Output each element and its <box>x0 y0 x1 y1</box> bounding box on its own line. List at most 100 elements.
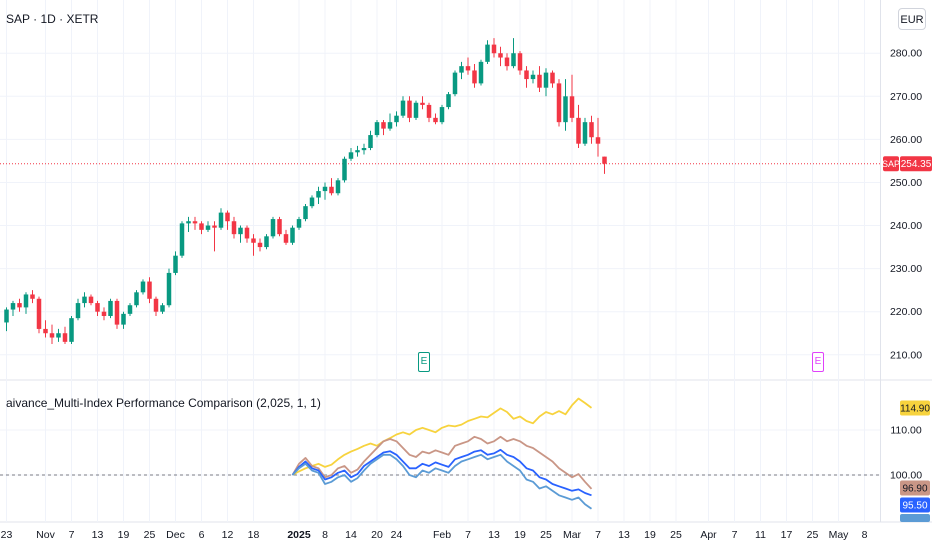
performance-lines[interactable] <box>291 397 593 510</box>
candle <box>153 296 159 316</box>
indicator-title[interactable]: aivance_Multi-Index Performance Comparis… <box>6 396 321 410</box>
candle <box>121 311 126 329</box>
candle-body <box>166 272 172 306</box>
candle-body <box>173 255 178 273</box>
candle <box>335 178 341 196</box>
candle-body <box>446 94 451 108</box>
candle <box>10 300 16 316</box>
candle <box>140 279 146 295</box>
candle-body <box>153 298 159 312</box>
candle-body <box>530 74 536 80</box>
candle-body <box>225 212 230 222</box>
candle-body <box>563 96 568 123</box>
candle-body <box>160 305 165 312</box>
indicator-value-label: 95.50 <box>902 501 927 512</box>
x-tick-label: 25 <box>144 529 156 541</box>
earnings-marker[interactable]: E <box>418 352 430 372</box>
candle-body <box>420 102 425 105</box>
candle <box>82 292 87 308</box>
candle <box>381 120 386 136</box>
candle <box>264 234 269 250</box>
x-tick-label: 13 <box>618 529 630 541</box>
candle <box>426 102 432 123</box>
candle-body <box>342 158 347 181</box>
candle <box>316 186 321 204</box>
candle <box>576 104 581 148</box>
earnings-marker[interactable]: E <box>812 352 824 372</box>
candle-body <box>394 115 399 123</box>
candle-body <box>498 53 503 58</box>
candle <box>478 59 484 86</box>
candle <box>283 229 289 245</box>
performance-line <box>291 448 592 497</box>
candle <box>173 251 178 276</box>
candle <box>348 148 354 161</box>
candle-body <box>277 219 282 235</box>
price-tick-label: 250.00 <box>890 177 922 189</box>
candle-body <box>381 122 386 129</box>
symbol-badge-label: SAP <box>882 159 900 169</box>
candle-body <box>283 234 289 243</box>
candle <box>374 120 380 138</box>
currency-button[interactable]: EUR <box>898 8 926 30</box>
candle <box>36 296 42 334</box>
x-tick-label: 7 <box>732 529 738 541</box>
candle <box>160 303 165 314</box>
candle-body <box>387 122 393 129</box>
symbol-badge <box>883 156 899 172</box>
candle <box>446 92 451 110</box>
candle-body <box>43 328 48 334</box>
candle <box>595 117 601 157</box>
x-tick-label: 18 <box>248 529 260 541</box>
candle-body <box>205 225 211 230</box>
candle-body <box>348 152 354 159</box>
candle <box>43 320 48 338</box>
candle-body <box>355 150 360 153</box>
candle-body <box>472 70 477 84</box>
x-tick-label: Feb <box>433 529 451 541</box>
indicator-value-badge <box>900 400 930 416</box>
candle <box>199 221 204 235</box>
candle <box>465 57 471 75</box>
candle <box>238 225 243 243</box>
candle <box>563 79 568 131</box>
x-tick-label: May <box>829 529 850 541</box>
candle-body <box>335 180 341 194</box>
candle <box>556 79 562 127</box>
x-tick-label: Nov <box>36 529 55 541</box>
candle-body <box>69 318 74 342</box>
indicator-value-badge-partial <box>900 514 930 522</box>
price-tick-label: 270.00 <box>890 91 922 103</box>
candle <box>75 298 81 321</box>
candle-body <box>218 212 224 228</box>
candlestick-series[interactable] <box>4 38 607 344</box>
candle <box>108 298 113 319</box>
candle-body <box>17 303 22 308</box>
candle <box>407 96 412 123</box>
candle <box>231 216 237 239</box>
x-tick-label: 19 <box>118 529 130 541</box>
candle-body <box>296 219 302 228</box>
x-tick-label: 13 <box>92 529 104 541</box>
candle <box>368 130 373 151</box>
candle <box>225 210 230 230</box>
symbol-title[interactable]: SAP · 1D · XETR <box>6 12 99 26</box>
candle-body <box>10 303 16 310</box>
x-tick-label: Apr <box>700 529 717 541</box>
candle-body <box>121 313 126 325</box>
candle <box>212 221 217 252</box>
candle-body <box>556 83 562 123</box>
price-tick-label: 280.00 <box>890 48 922 60</box>
candle <box>589 115 594 144</box>
candle <box>433 113 438 125</box>
x-tick-label: 24 <box>391 529 403 541</box>
candle-body <box>82 296 87 304</box>
candle-body <box>231 221 237 235</box>
candle <box>524 66 529 88</box>
candle-body <box>426 104 432 118</box>
indicator-value-label: 96.90 <box>902 484 927 495</box>
x-tick-label: 19 <box>644 529 656 541</box>
candle <box>387 113 393 131</box>
x-tick-label: 6 <box>199 529 205 541</box>
